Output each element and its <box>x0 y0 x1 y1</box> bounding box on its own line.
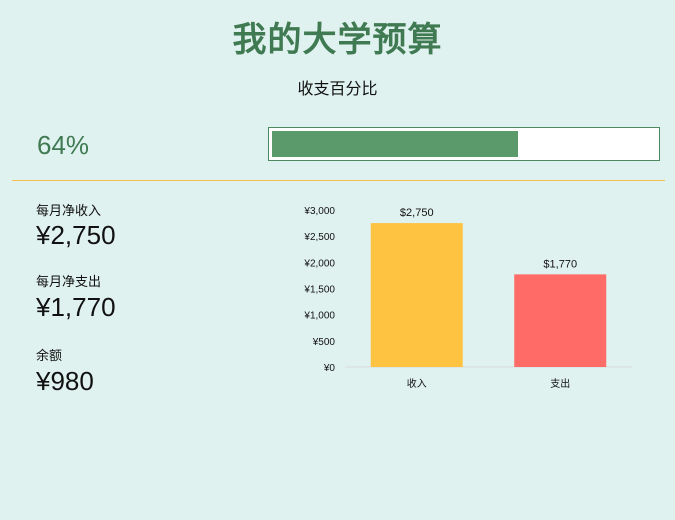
bar-income <box>370 223 463 367</box>
budget-bar-chart: ¥0 ¥500 ¥1,000 ¥1,500 ¥2,000 ¥2,500 ¥3,000 $2,7… <box>303 206 632 390</box>
x-tick-label: 支出 <box>550 377 570 390</box>
expense-label: 每月净支出 <box>36 275 102 290</box>
y-tick-label: ¥0 <box>323 363 336 374</box>
data-label: $1,770 <box>543 258 577 270</box>
y-tick-label: ¥1,000 <box>303 311 335 322</box>
progress-bar <box>268 127 660 161</box>
y-tick-label: ¥500 <box>312 337 336 348</box>
divider <box>12 180 665 181</box>
data-label: $2,750 <box>400 207 434 219</box>
y-tick-label: ¥2,500 <box>303 232 335 243</box>
expense-value: ¥1,770 <box>36 292 116 322</box>
balance-value: ¥980 <box>36 366 94 396</box>
section-subtitle: 收支百分比 <box>297 79 378 98</box>
y-tick-label: ¥3,000 <box>303 206 335 217</box>
progress-bar-fill <box>272 131 518 157</box>
income-label: 每月净收入 <box>36 204 102 219</box>
y-tick-label: ¥1,500 <box>303 285 335 296</box>
bar-expense <box>514 274 607 367</box>
percentage-value: 64% <box>37 130 90 160</box>
y-tick-label: ¥2,000 <box>303 258 335 269</box>
balance-label: 余额 <box>36 349 63 364</box>
page-title: 我的大学预算 <box>232 20 443 60</box>
income-value: ¥2,750 <box>36 220 116 250</box>
x-tick-label: 收入 <box>407 377 427 390</box>
